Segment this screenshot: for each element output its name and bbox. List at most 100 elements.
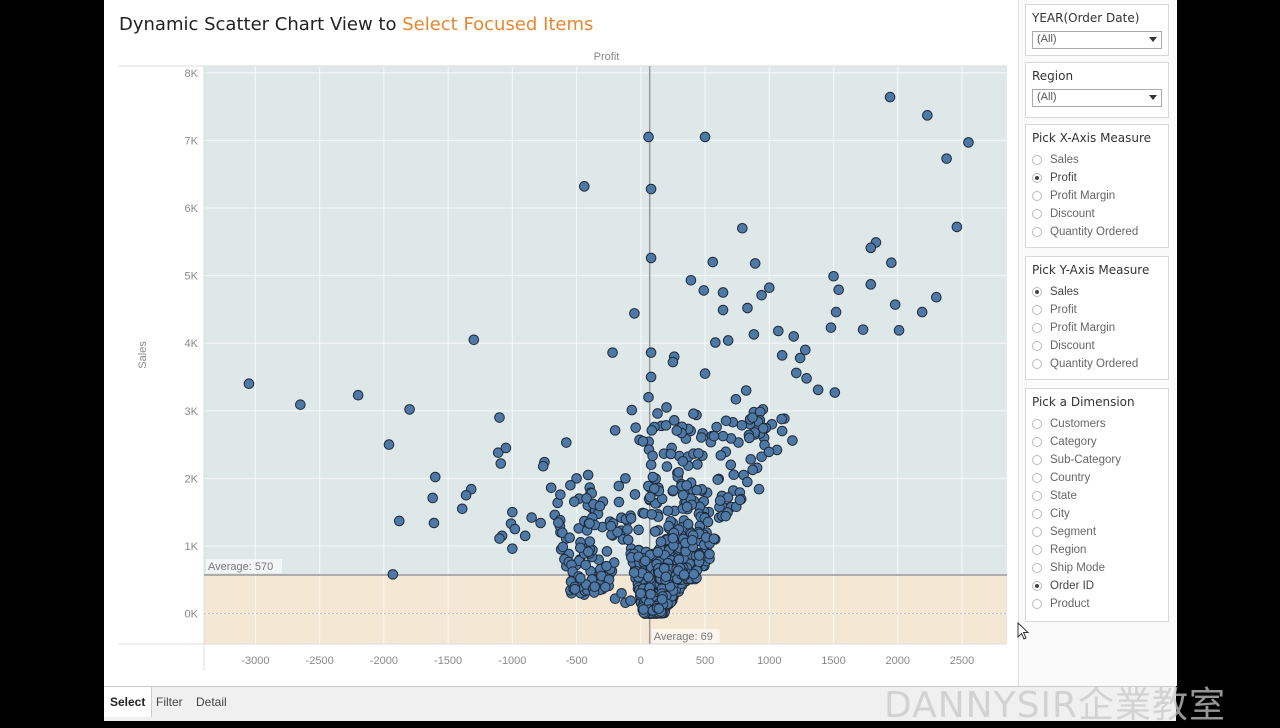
- scatter-point: [492, 447, 504, 458]
- scatter-point: [728, 469, 740, 481]
- scatter-point: [526, 512, 537, 523]
- scatter-point: [794, 352, 806, 364]
- dimension-option-ship-mode[interactable]: Ship Mode: [1032, 559, 1162, 577]
- scatter-point: [776, 350, 788, 361]
- scatter-point: [661, 461, 673, 472]
- sales-average-label: Average: 570: [208, 561, 273, 573]
- dimension-option-category[interactable]: Category: [1032, 433, 1162, 451]
- radio-unselected-icon: [1032, 491, 1042, 501]
- y-measure-option-sales[interactable]: Sales: [1032, 283, 1162, 301]
- y-axis-measure-card: Pick Y-Axis Measure Sales Profit Profit Ma…: [1025, 256, 1169, 380]
- scatter-point: [644, 491, 656, 503]
- scatter-point: [629, 489, 641, 500]
- y-measure-option-quantity-ordered[interactable]: Quantity Ordered: [1032, 355, 1162, 373]
- radio-unselected-icon: [1032, 545, 1042, 555]
- scatter-point: [722, 335, 734, 346]
- scatter-point: [649, 483, 660, 494]
- scatter-point: [584, 518, 595, 529]
- scatter-point: [557, 541, 569, 553]
- title-prefix: Dynamic Scatter Chart View to: [119, 14, 403, 35]
- app-window: Dynamic Scatter Chart View to Select Foc…: [104, 0, 1177, 721]
- tab-select[interactable]: Select: [104, 687, 153, 717]
- radio-selected-icon: [1032, 173, 1042, 183]
- scatter-point: [712, 474, 724, 485]
- dimension-option-segment[interactable]: Segment: [1032, 523, 1162, 541]
- y-tick-label: 7K: [185, 135, 199, 147]
- x-tick-label: 500: [696, 655, 714, 667]
- scatter-point: [665, 448, 677, 460]
- scatter-point: [613, 496, 625, 508]
- scatter-point: [652, 546, 664, 558]
- dimension-option-label: Country: [1050, 472, 1091, 484]
- scatter-point: [643, 131, 654, 143]
- dimension-option-product[interactable]: Product: [1032, 595, 1162, 613]
- profit-average-label-bg: [651, 629, 720, 643]
- dimension-option-label: State: [1050, 490, 1077, 502]
- scatter-point: [707, 256, 719, 268]
- year-dropdown[interactable]: (All): [1032, 31, 1162, 49]
- scatter-point: [693, 550, 705, 561]
- x-measure-option-profit-margin[interactable]: Profit Margin: [1032, 187, 1162, 205]
- x-measure-option-quantity-ordered[interactable]: Quantity Ordered: [1032, 223, 1162, 241]
- scatter-point: [564, 532, 575, 544]
- dimension-option-customers[interactable]: Customers: [1032, 415, 1162, 433]
- dimension-option-order-id[interactable]: Order ID: [1032, 577, 1162, 595]
- scatter-point: [828, 270, 839, 282]
- scatter-point: [647, 450, 658, 462]
- dimension-option-state[interactable]: State: [1032, 487, 1162, 505]
- scatter-point: [601, 560, 612, 572]
- scatter-point: [699, 131, 711, 143]
- y-measure-option-discount[interactable]: Discount: [1032, 337, 1162, 355]
- scatter-point: [756, 289, 767, 301]
- scatter-point: [660, 420, 672, 431]
- dimension-option-city[interactable]: City: [1032, 505, 1162, 523]
- scatter-point: [494, 412, 505, 423]
- scatter-point: [691, 484, 703, 496]
- region-dropdown[interactable]: (All): [1032, 89, 1162, 107]
- x-tick-label: 2000: [886, 655, 910, 667]
- tab-filter[interactable]: Filter: [156, 695, 183, 709]
- scatter-point: [625, 513, 637, 524]
- dimension-option-sub-category[interactable]: Sub-Category: [1032, 451, 1162, 469]
- sales-average-label-bg: [206, 559, 282, 574]
- tab-detail[interactable]: Detail: [196, 695, 227, 709]
- y-tick-label: 0K: [185, 609, 199, 621]
- scatter-point: [742, 476, 753, 488]
- dimension-option-region[interactable]: Region: [1032, 541, 1162, 559]
- y-measure-option-profit[interactable]: Profit: [1032, 301, 1162, 319]
- x-measure-option-discount[interactable]: Discount: [1032, 205, 1162, 223]
- y-tick-label: 5K: [185, 271, 199, 283]
- scatter-point: [613, 480, 625, 492]
- x-tick-label: 0: [638, 655, 644, 667]
- radio-unselected-icon: [1032, 191, 1042, 201]
- scatter-point: [643, 391, 654, 403]
- scatter-point: [656, 593, 668, 605]
- y-measure-option-profit-margin[interactable]: Profit Margin: [1032, 319, 1162, 337]
- scatter-point: [643, 571, 654, 583]
- scatter-point: [649, 526, 661, 537]
- y-measure-option-label: Sales: [1050, 286, 1079, 298]
- scatter-point: [749, 258, 761, 269]
- scatter-point: [638, 604, 649, 615]
- dashboard-main: Dynamic Scatter Chart View to Select Foc…: [104, 0, 1018, 686]
- scatter-point: [740, 385, 752, 396]
- scatter-point: [494, 533, 505, 544]
- scatter-point: [460, 489, 472, 501]
- x-measure-option-label: Discount: [1050, 208, 1095, 220]
- scatter-point: [594, 500, 606, 512]
- dimension-option-label: Ship Mode: [1050, 562, 1105, 574]
- scatter-point: [696, 432, 707, 443]
- scatter-point: [677, 489, 689, 501]
- scatter-point: [830, 306, 842, 318]
- dimension-option-country[interactable]: Country: [1032, 469, 1162, 487]
- dimension-option-label: Region: [1050, 544, 1087, 556]
- x-measure-option-sales[interactable]: Sales: [1032, 151, 1162, 169]
- scatter-chart[interactable]: Profit Sales 0K 1K 2K 3K 4K 5K 6K 7K 8K -3000 -2500 -…: [104, 40, 1018, 680]
- sheet-tabs: Select Filter Detail: [104, 686, 1176, 721]
- dimension-options: Customers Category Sub-Category Country Stat…: [1032, 415, 1162, 613]
- scatter-point: [745, 454, 757, 465]
- scatter-point: [568, 496, 580, 507]
- scatter-point: [557, 527, 568, 538]
- scatter-point: [352, 389, 364, 401]
- x-measure-option-profit[interactable]: Profit: [1032, 169, 1162, 187]
